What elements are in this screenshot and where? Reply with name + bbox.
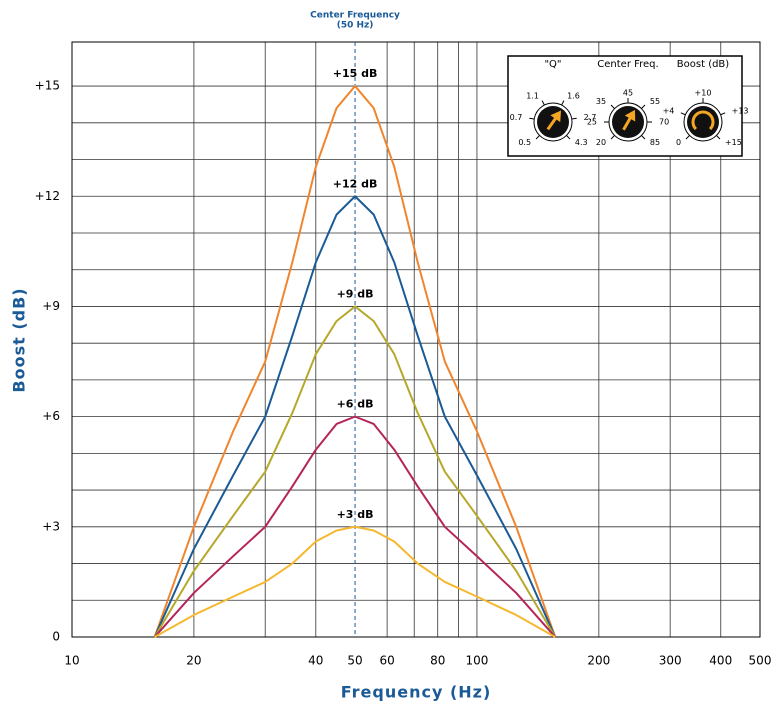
chart: Frequency (Hz) Boost (dB) 0 +3 +6 +9 +12 +15 1… [0,0,782,707]
x-axis-title: Frequency (Hz) [341,683,492,702]
x-tick-label: 400 [709,654,732,668]
knob-scale-label: +15 [725,138,742,147]
x-tick-label: 10 [64,654,79,668]
peak-label: +6 dB [337,398,374,411]
knob-scale-label: 35 [596,97,606,106]
knob-scale-label: 55 [650,97,660,106]
knob-scale-label: 0 [676,138,681,147]
knob-title: Center Freq. [597,59,658,70]
y-axis-title: Boost (dB) [10,287,29,392]
x-tick-label: 500 [749,654,772,668]
y-tick-label: +15 [35,79,60,93]
x-tick-label: 60 [379,654,394,668]
knob-scale-label: 45 [623,89,633,98]
y-tick-label: +3 [42,519,60,533]
knob-title: "Q" [544,59,561,70]
x-tick-label: 100 [465,654,488,668]
knob-scale-label: +13 [732,106,749,115]
knob-scale-label: 70 [659,118,669,127]
knob-title: Boost (dB) [677,59,730,70]
y-tick-label: +12 [35,189,60,203]
x-tick-label: 200 [587,654,610,668]
knob-scale-label: 0.7 [510,113,523,122]
knob-scale-label: +4 [663,106,675,115]
x-tick-label: 300 [659,654,682,668]
peak-label: +12 dB [333,177,378,190]
knob-scale-label: 85 [650,138,660,147]
knob-scale-label: 1.1 [526,92,539,101]
knob-scale-label: 20 [596,138,606,147]
annotation-text: Center Frequency [310,11,400,21]
y-tick-label: +9 [42,299,60,313]
x-tick-label: 40 [308,654,323,668]
y-tick-label: 0 [52,630,60,644]
x-tick-label: 50 [347,654,362,668]
annotation-text: (50 Hz) [337,21,374,31]
knob-scale-label: 1.6 [567,92,580,101]
peak-label: +9 dB [337,287,374,300]
knob-scale-label: 4.3 [575,138,588,147]
x-tick-label: 20 [186,654,201,668]
peak-label: +3 dB [337,508,374,521]
peak-label: +15 dB [333,67,378,80]
y-tick-label: +6 [42,409,60,423]
knob-scale-label: 0.5 [518,138,531,147]
knob-scale-label: +10 [695,89,712,98]
x-tick-label: 80 [430,654,445,668]
knob-scale-label: 25 [587,118,597,127]
